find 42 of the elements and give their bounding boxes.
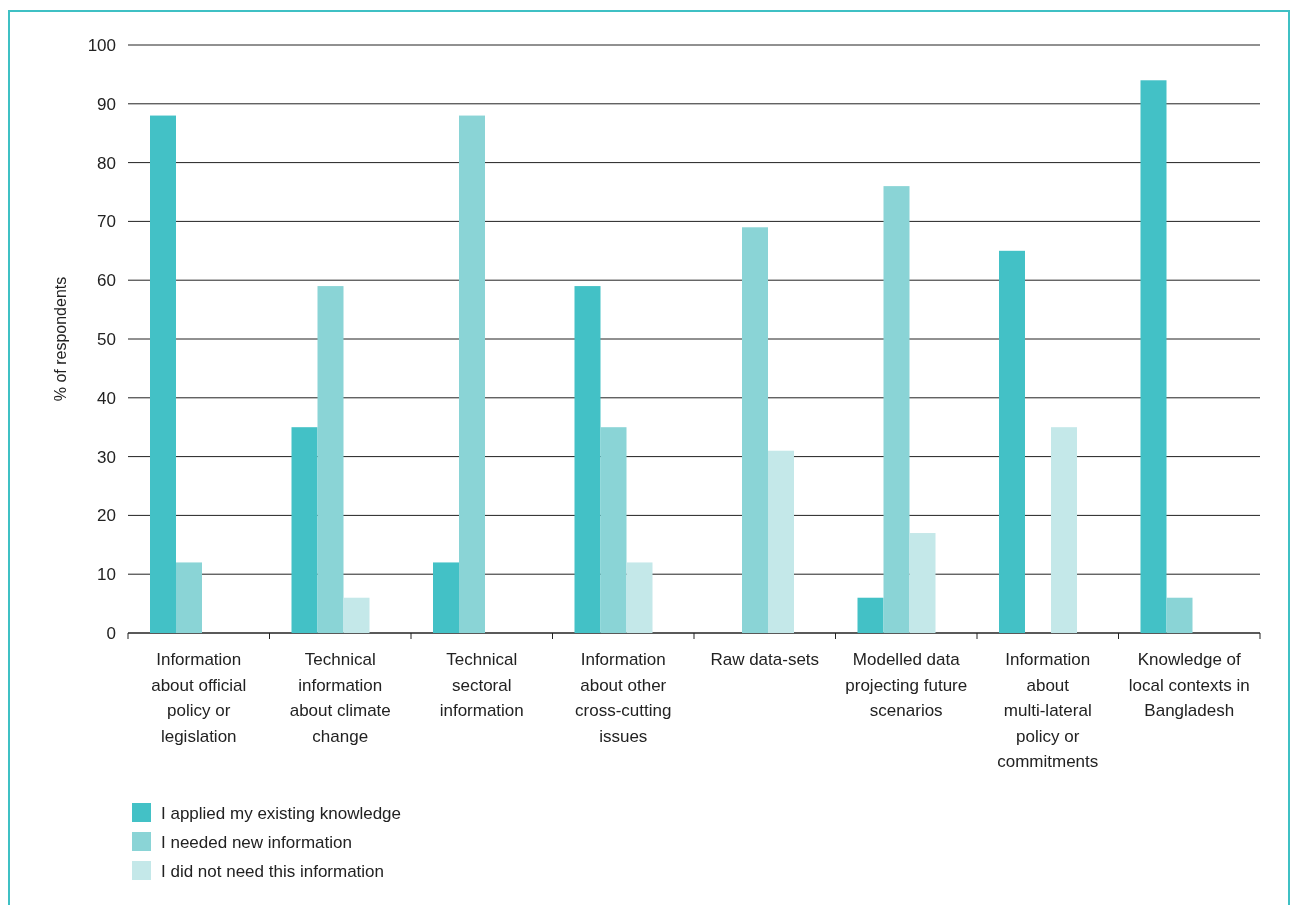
y-tick-label: 90 [97, 94, 116, 114]
bar [150, 115, 176, 633]
x-tick-label: Raw data-sets [710, 650, 820, 669]
y-tick-label: 20 [97, 506, 116, 526]
legend-label: I did not need this information [161, 861, 385, 881]
bar [626, 562, 653, 633]
bar [176, 562, 202, 633]
y-tick-label: 60 [97, 271, 116, 291]
y-tick-label: 70 [97, 212, 116, 232]
x-tick-label: Information about other cross-cutting issues [575, 650, 672, 746]
bar [433, 562, 459, 633]
bar [1140, 80, 1167, 633]
bar [574, 286, 601, 633]
bar [1166, 597, 1193, 633]
bar [459, 115, 485, 633]
bar [909, 533, 936, 633]
bar [999, 250, 1025, 633]
bar [291, 427, 318, 633]
bar [883, 186, 910, 633]
legend-label: I applied my existing knowledge [161, 803, 402, 823]
bar [742, 227, 768, 633]
x-tick-label: Technical sectoral information [439, 650, 524, 720]
x-tick-label: Modelled data projecting future scenarios [845, 650, 968, 720]
y-tick-label: 10 [97, 565, 116, 585]
y-tick-label: 40 [97, 388, 116, 408]
bar [768, 450, 794, 633]
y-axis-title: % of respondents [52, 276, 69, 402]
x-tick-label: Knowledge of local contexts in Bangladesh [1128, 650, 1250, 720]
bar [600, 427, 627, 633]
x-tick-label: Information about official policy or legislation [151, 650, 247, 746]
bar [1051, 427, 1077, 633]
y-tick-label: 80 [97, 153, 116, 173]
bar [857, 597, 884, 633]
y-tick-label: 100 [87, 35, 116, 55]
y-tick-label: 0 [106, 623, 116, 643]
x-tick-label: Technical information about climate change [289, 650, 391, 746]
legend-label: I needed new information [161, 832, 352, 852]
bar [343, 597, 370, 633]
y-tick-label: 30 [97, 447, 116, 467]
y-tick-label: 50 [97, 329, 116, 349]
bar [317, 286, 344, 633]
x-tick-label: Information about multi-lateral policy or commitments [997, 650, 1099, 771]
